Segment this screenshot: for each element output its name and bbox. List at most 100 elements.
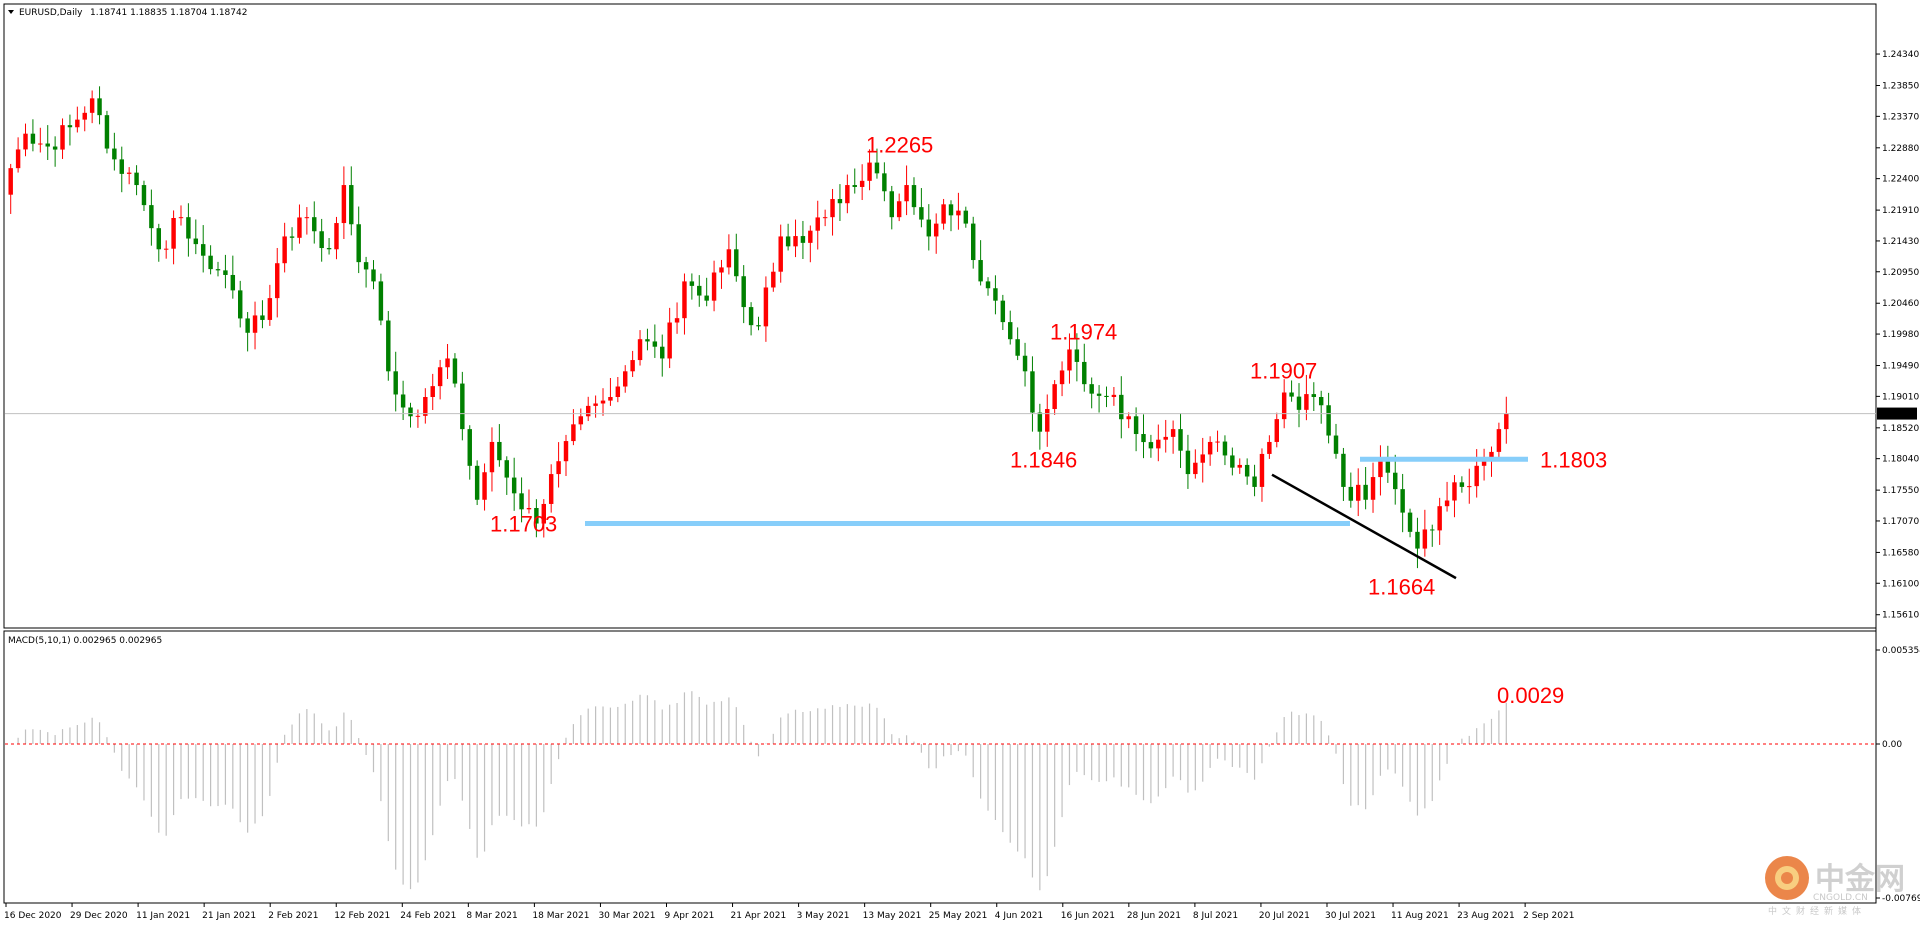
candle-body <box>1141 434 1146 443</box>
candle-body <box>1104 395 1109 398</box>
candle-body <box>1207 441 1213 455</box>
candle-body <box>1289 392 1294 397</box>
candle-body <box>593 403 598 406</box>
x-tick-label: 21 Jan 2021 <box>202 911 256 921</box>
candle-body <box>193 238 199 245</box>
x-tick-label: 2 Feb 2021 <box>268 911 318 921</box>
candle-body <box>1348 486 1354 501</box>
y-tick-label: 1.23370 <box>1882 112 1919 122</box>
candle-body <box>430 386 435 398</box>
candle-body <box>756 325 761 327</box>
candle-body <box>963 210 969 224</box>
x-tick-label: 8 Mar 2021 <box>466 911 517 921</box>
candle-body <box>837 199 843 204</box>
candle-body <box>186 217 191 239</box>
candle-body <box>141 185 147 206</box>
x-tick-label: 2 Sep 2021 <box>1523 911 1574 921</box>
candle-body <box>896 201 902 218</box>
candle-body <box>919 207 924 220</box>
candle-body <box>1200 454 1205 463</box>
candle-body <box>1281 392 1287 420</box>
candle-body <box>163 248 169 250</box>
candle-body <box>215 269 221 271</box>
candle-body <box>1000 300 1006 323</box>
candle-body <box>75 119 80 128</box>
y-tick-label: 1.21430 <box>1882 237 1919 247</box>
y-tick-label: 1.19490 <box>1882 362 1919 372</box>
candle-body <box>741 276 746 308</box>
candle-body <box>1178 429 1183 451</box>
candle-body <box>600 400 606 404</box>
candle-body <box>119 159 124 174</box>
candle-body <box>674 318 680 323</box>
candle-body <box>1074 349 1080 362</box>
candle-body <box>1111 394 1117 398</box>
candle-body <box>1222 441 1228 456</box>
candle-body <box>275 263 280 299</box>
candle-body <box>1096 393 1102 396</box>
candle-body <box>1430 529 1435 531</box>
candle-body <box>1355 484 1361 501</box>
candle-body <box>408 407 413 417</box>
annotation-1-1907: 1.1907 <box>1250 359 1317 384</box>
candle-body <box>460 383 465 430</box>
candle-body <box>1259 453 1265 487</box>
candle-body <box>1052 384 1057 410</box>
candle-body <box>178 217 184 219</box>
candle-body <box>104 115 110 149</box>
candle-body <box>334 223 339 250</box>
candle-body <box>660 346 665 359</box>
candle-body <box>297 217 302 238</box>
watermark-title: 中金网 <box>1815 862 1905 897</box>
candle-body <box>1185 450 1191 475</box>
candle-body <box>497 441 502 461</box>
candle-body <box>1326 405 1331 436</box>
candle-body <box>845 185 850 204</box>
x-tick-label: 16 Jun 2021 <box>1061 911 1115 921</box>
candle-body <box>423 397 428 416</box>
candle-body <box>1452 482 1457 501</box>
candle-body <box>882 173 887 192</box>
candle-body <box>393 371 398 395</box>
candle-body <box>630 360 635 372</box>
candle-body <box>1333 435 1339 454</box>
annotation-1-1846: 1.1846 <box>1010 448 1077 473</box>
candle-body <box>734 249 739 277</box>
y-tick-label: 1.18040 <box>1882 455 1919 465</box>
candle-body <box>1082 361 1087 385</box>
macd-panel <box>3 630 1877 904</box>
y-tick-label: 1.20460 <box>1882 299 1919 309</box>
y-tick-label: 1.16100 <box>1882 579 1919 589</box>
watermark-tagline: 中文财经新媒体 <box>1768 905 1866 917</box>
candle-body <box>889 191 894 218</box>
ohlc-label: 1.18741 1.18835 1.18704 1.18742 <box>90 8 247 18</box>
candle-body <box>541 503 547 524</box>
candle-body <box>386 320 391 372</box>
y-tick-label: 1.23850 <box>1882 82 1919 92</box>
candle-body <box>608 397 613 401</box>
candle-body <box>926 219 932 237</box>
macd-value-annotation: 0.0029 <box>1497 683 1564 708</box>
candle-body <box>985 281 991 289</box>
candle-body <box>800 236 806 243</box>
candle-body <box>682 281 687 319</box>
candle-body <box>970 223 976 261</box>
candle-body <box>1363 484 1368 500</box>
y-tick-label: 1.24340 <box>1882 50 1919 60</box>
candle-body <box>519 493 524 510</box>
candle-body <box>45 143 50 147</box>
candle-body <box>1156 439 1161 449</box>
candle-body <box>200 244 206 256</box>
candle-body <box>1022 355 1028 372</box>
candle-body <box>867 162 872 181</box>
candle-body <box>60 125 65 150</box>
price-panel <box>3 3 1877 629</box>
collapse-triangle-icon[interactable] <box>8 10 14 14</box>
candle-body <box>282 236 287 264</box>
candle-body <box>378 281 384 321</box>
candle-body <box>637 339 643 361</box>
candle-body <box>548 474 554 504</box>
y-tick-label: 1.18520 <box>1882 424 1919 434</box>
candle-body <box>874 162 880 174</box>
